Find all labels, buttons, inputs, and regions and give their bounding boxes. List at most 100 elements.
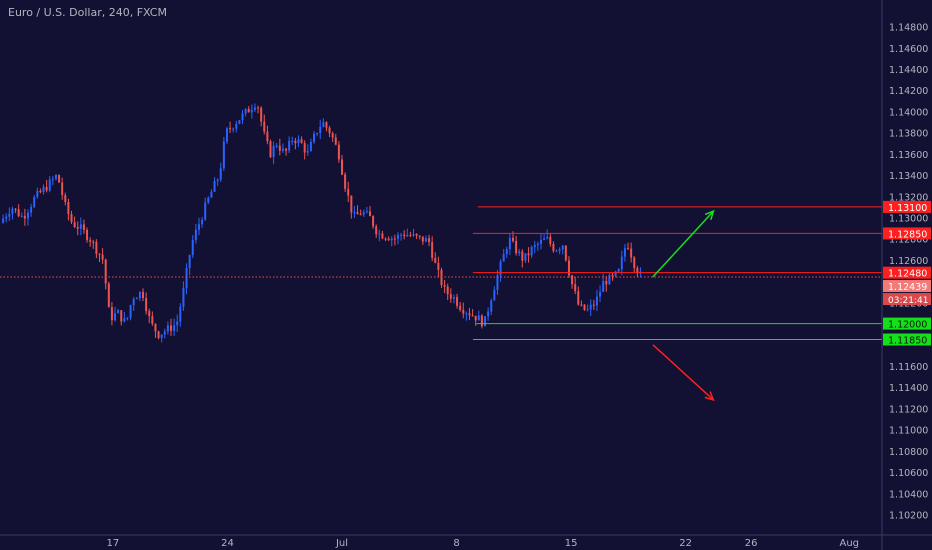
candle-body — [98, 253, 101, 255]
candle-body — [316, 132, 319, 134]
candles-layer — [2, 103, 642, 343]
candle-body — [543, 238, 546, 240]
candle-body — [471, 315, 474, 317]
candle-body — [484, 316, 487, 327]
candle-body — [281, 148, 284, 151]
candle-body — [126, 317, 129, 319]
arrow-red[interactable] — [652, 344, 714, 401]
price-axis-labels: 1.13100 1.12850 1.12480 1.12000 1.11850 1.124… — [883, 200, 931, 347]
candle-body — [309, 141, 312, 152]
candle-body — [20, 215, 23, 217]
candle-body — [117, 310, 120, 314]
arrows-layer — [652, 209, 715, 402]
candle-body — [176, 321, 179, 326]
candle-body — [73, 222, 76, 228]
candle-body — [17, 209, 20, 217]
candle-body — [437, 262, 440, 270]
price-tick-label: 1.12800 — [889, 235, 928, 246]
candle-body — [225, 128, 228, 142]
level-label: 1.12850 — [888, 229, 927, 240]
candle-body — [216, 179, 219, 181]
candle-body — [487, 311, 490, 317]
candle-body — [166, 325, 169, 332]
candle-body — [222, 141, 225, 169]
candle-body — [571, 275, 574, 285]
time-tick-label: 15 — [565, 538, 578, 549]
candle-body — [636, 268, 639, 274]
candle-body — [443, 285, 446, 287]
candle-body — [344, 174, 347, 189]
price-tick-label: 1.14800 — [889, 23, 928, 34]
candle-body — [477, 315, 480, 321]
candle-body — [592, 304, 595, 306]
candle-body — [191, 239, 194, 256]
candle-body — [294, 140, 297, 144]
candle-body — [546, 236, 549, 239]
time-tick-label: 24 — [221, 538, 234, 549]
candle-body — [89, 240, 92, 242]
candle-body — [633, 257, 636, 269]
candle-body — [322, 122, 325, 127]
candle-body — [61, 182, 64, 196]
candle-body — [30, 206, 33, 213]
level-label-bg — [883, 317, 931, 330]
time-tick-label: Aug — [840, 538, 860, 549]
candle-body — [129, 305, 132, 318]
time-tick-label: 8 — [453, 538, 459, 549]
level-label: 1.12480 — [888, 269, 927, 280]
price-tick-label: 1.14200 — [889, 86, 928, 97]
arrow-head-green — [704, 209, 715, 220]
candle-body — [266, 131, 269, 142]
candle-body — [527, 253, 530, 256]
candle-body — [368, 211, 371, 217]
arrow-green[interactable] — [652, 210, 715, 278]
candle-body — [269, 141, 272, 158]
candle-body — [403, 234, 406, 237]
candle-body — [505, 249, 508, 255]
candle-body — [583, 304, 586, 310]
time-axis[interactable]: 17 24 Jul 8 15 22 26 Aug — [107, 538, 859, 549]
candle-body — [92, 241, 95, 243]
candle-body — [474, 315, 477, 321]
candle-body — [521, 251, 524, 261]
candle-body — [574, 284, 577, 292]
candle-body — [219, 168, 222, 180]
candle-body — [278, 145, 281, 151]
candle-body — [67, 201, 70, 215]
candle-body — [337, 144, 340, 160]
candle-body — [114, 313, 117, 321]
candle-body — [341, 159, 343, 175]
candle-body — [26, 212, 29, 219]
price-tick-label: 1.13400 — [889, 171, 928, 182]
candle-body — [260, 107, 263, 122]
candle-body — [524, 253, 527, 261]
candle-body — [434, 257, 437, 263]
candle-body — [207, 197, 210, 203]
candle-body — [350, 195, 353, 213]
arrow-head-red — [704, 391, 715, 402]
candle-body — [157, 331, 160, 338]
candle-body — [409, 235, 412, 237]
candle-body — [86, 229, 89, 241]
price-tick-label: 1.14000 — [889, 107, 928, 118]
candle-body — [303, 143, 306, 153]
candle-body — [194, 229, 197, 240]
candle-body — [620, 256, 623, 270]
level-label: 1.12000 — [888, 320, 927, 331]
candle-body — [45, 186, 48, 191]
candle-body — [418, 235, 421, 237]
chart-title: Euro / U.S. Dollar, 240, FXCM — [8, 6, 167, 19]
candle-body — [188, 255, 191, 269]
candle-body — [502, 254, 505, 262]
candle-body — [64, 195, 67, 202]
candle-body — [76, 227, 79, 229]
candle-body — [381, 233, 384, 239]
candle-body — [229, 128, 232, 130]
candle-body — [110, 307, 113, 321]
candle-body — [313, 133, 316, 142]
candle-body — [163, 331, 166, 335]
price-tick-label: 1.13800 — [889, 129, 928, 140]
price-tick-label: 1.11200 — [889, 404, 928, 415]
candle-body — [325, 122, 328, 128]
